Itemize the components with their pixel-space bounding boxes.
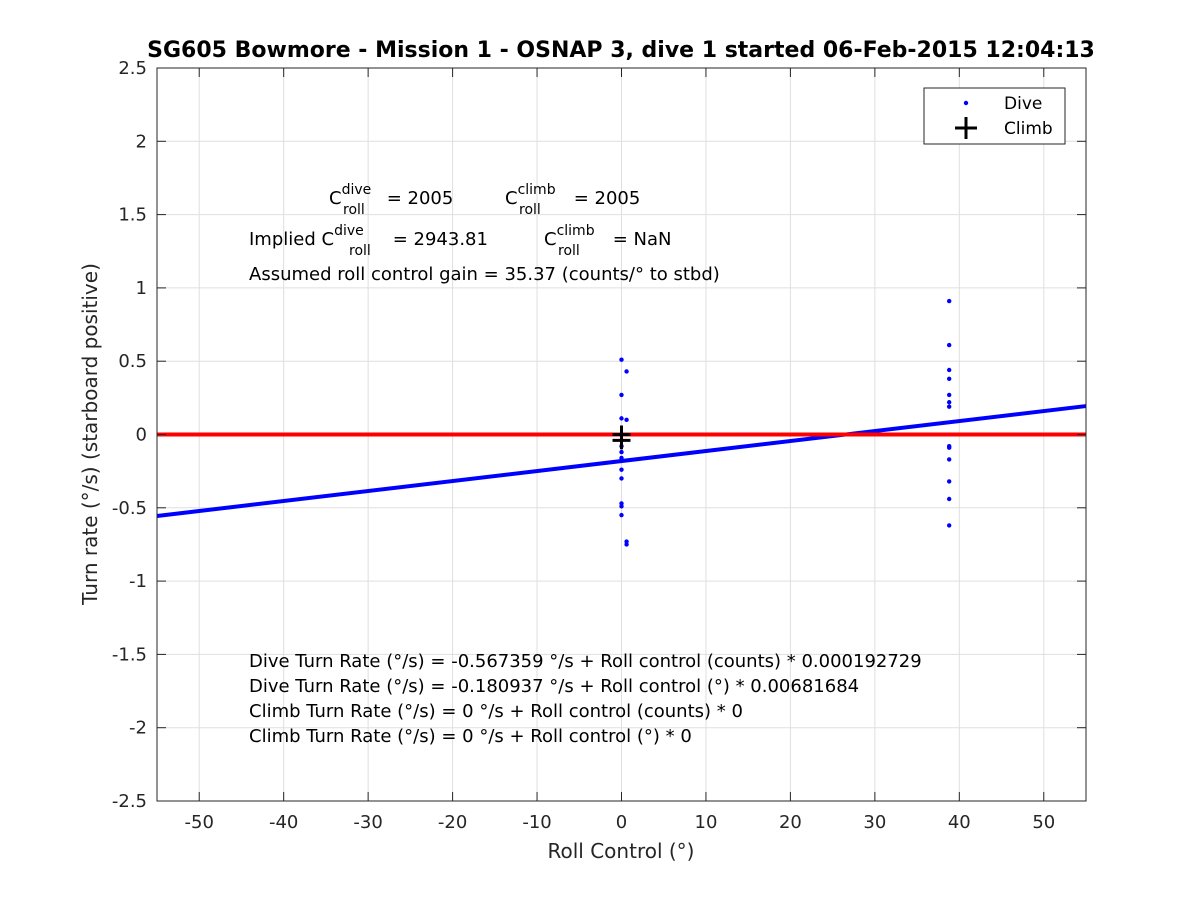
implied-prefix: Implied C [249,229,334,250]
x-tick-label: -20 [438,812,467,833]
x-tick-label: -40 [269,812,298,833]
c-climb-value: = 2005 [568,188,640,209]
dive-point [619,392,624,398]
dive-point [624,542,629,547]
c-dive-prefix: C [329,188,342,209]
implied-climb-sub: roll [558,243,580,259]
dive-point [619,449,624,455]
implied-dive-sup: dive [334,223,364,239]
fit-equation-dive-degrees: Dive Turn Rate (°/s) = -0.180937 °/s + R… [249,676,859,697]
implied-dive-sub: roll [349,243,371,259]
dive-point [946,445,952,450]
legend-dive-label: Dive [1004,94,1042,114]
x-tick-label: 10 [695,812,718,833]
c-climb-prefix: C [505,188,518,209]
dive-point [946,404,952,409]
legend-climb-marker [955,117,977,139]
legend-dive-marker [963,100,969,106]
fit-equations: Dive Turn Rate (°/s) = -0.567359 °/s + R… [249,651,922,747]
x-tick-label: 0 [616,812,627,833]
implied-climb-sup: climb [557,223,595,239]
y-tick-label: 2.5 [118,58,147,79]
c-roll-climb-annotation: Cclimb roll = 2005 [505,182,640,218]
fit-equation-climb-counts: Climb Turn Rate (°/s) = 0 °/s + Roll con… [249,701,743,722]
implied-dive-value: = 2943.81 [387,229,488,250]
dive-point [946,376,952,381]
dive-point [619,467,624,472]
y-tick-label: 1 [136,278,147,299]
x-tick-label: 20 [779,812,802,833]
y-tick-label: 1.5 [118,205,147,226]
c-climb-sub: roll [519,202,541,218]
y-tick-label: -2.5 [112,791,147,812]
x-tick-label: -50 [185,812,214,833]
dive-point [946,342,952,348]
dive-point [946,367,952,373]
implied-climb-prefix: C [544,229,557,250]
c-climb-sup: climb [518,182,556,198]
dive-point [946,479,952,484]
y-tick-label: 2 [136,131,147,152]
roll-gain-annotation: Assumed roll control gain = 35.37 (count… [249,264,720,285]
c-dive-sub: roll [343,202,365,218]
dive-point [624,369,629,374]
y-tick-label: -2 [129,718,147,739]
implied-c-roll-climb-annotation: Cclimb roll = NaN [544,223,672,259]
y-tick-label: 0.5 [118,351,147,372]
data-points [612,298,952,547]
dive-point [619,357,624,362]
coefficient-annotations: Cdive roll = 2005 Cclimb roll = 2005 Impli… [249,182,720,285]
y-tick-label: -1.5 [112,644,147,665]
dive-point [946,298,952,304]
x-tick-label: 50 [1032,812,1055,833]
x-tick-label: 40 [948,812,971,833]
dive-point [619,416,624,421]
implied-c-roll-dive-annotation: Implied Cdive roll = 2943.81 [249,223,488,259]
y-tick-label: -1 [129,571,147,592]
y-tick-label: 0 [136,425,147,446]
x-axis-label: Roll Control (°) [548,839,695,863]
dive-point [619,504,624,509]
chart-title: SG605 Bowmore - Mission 1 - OSNAP 3, div… [147,38,1095,63]
x-tick-label: -10 [522,812,551,833]
dive-point [619,455,624,461]
axis-ticks: -50 -40 -30 -20 -10 0 10 20 30 40 50-2.5-2-1.5-1-0… [112,58,1086,833]
legend-climb-label: Climb [1004,119,1053,139]
dive-fit-line [156,404,1087,518]
x-tick-label: -30 [353,812,382,833]
dive-point [946,496,952,502]
dive-point [946,457,952,462]
c-dive-sup: dive [342,182,372,198]
dive-point [946,400,952,405]
legend: Dive Climb [923,87,1066,145]
dive-point [624,417,629,423]
fit-equation-dive-counts: Dive Turn Rate (°/s) = -0.567359 °/s + R… [249,651,922,672]
y-axis-label: Turn rate (°/s) (starboard positive) [78,263,102,606]
dive-point [619,512,624,518]
c-roll-dive-annotation: Cdive roll = 2005 [329,182,453,218]
fit-equation-climb-degrees: Climb Turn Rate (°/s) = 0 °/s + Roll con… [249,726,692,747]
implied-climb-value: = NaN [607,229,672,250]
climb-point [612,431,631,450]
dive-point [946,392,952,398]
dive-point [946,523,952,528]
legend-box [923,87,1066,145]
dive-point [619,476,624,481]
x-tick-label: 30 [863,812,886,833]
y-tick-label: -0.5 [112,498,147,519]
c-dive-value: = 2005 [381,188,453,209]
